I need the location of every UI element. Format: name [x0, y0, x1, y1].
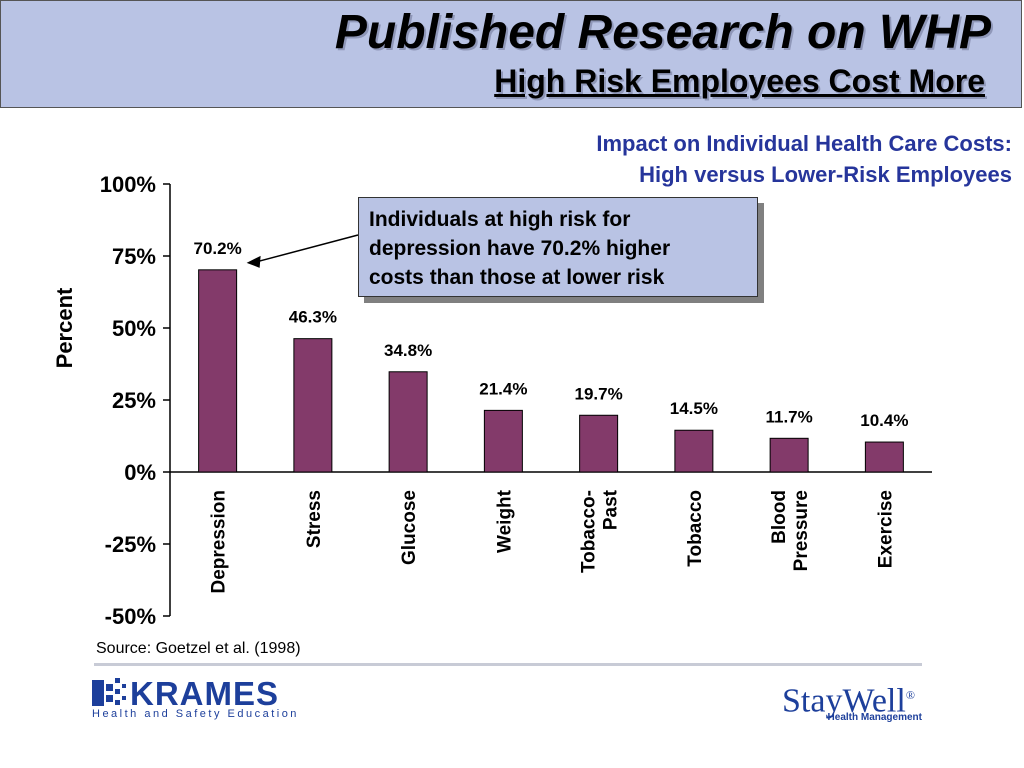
- callout-box: Individuals at high risk for depression …: [358, 197, 758, 297]
- y-axis-label: Percent: [52, 287, 77, 368]
- staywell-logo-name: StayWell: [782, 682, 906, 720]
- y-tick-label: 25%: [112, 388, 156, 413]
- krames-logo-tagline: Health and Safety Education: [92, 708, 299, 720]
- x-tick-label: Past: [601, 489, 622, 530]
- data-label: 14.5%: [670, 399, 718, 418]
- data-label: 70.2%: [194, 239, 242, 258]
- callout-line-2: depression have 70.2% higher: [369, 237, 671, 260]
- y-tick-label: 0%: [124, 460, 156, 485]
- source-note: Source: Goetzel et al. (1998): [96, 640, 301, 657]
- slide-header: Published Research on WHP High Risk Empl…: [0, 0, 1022, 108]
- chart-title-line-2: High versus Lower-Risk Employees: [639, 162, 1012, 187]
- x-tick-label: Stress: [304, 490, 325, 548]
- y-tick-label: 75%: [112, 244, 156, 269]
- bar: [483, 409, 523, 473]
- x-tick-label: Exercise: [875, 490, 896, 568]
- krames-logo-icon: [92, 678, 126, 706]
- bar: [864, 441, 904, 473]
- data-label: 19.7%: [575, 384, 623, 403]
- x-tick-label: Tobacco-: [579, 490, 600, 573]
- y-tick-label: 100%: [100, 172, 156, 197]
- y-tick-label: -25%: [105, 532, 156, 557]
- staywell-logo-tagline: Health Management: [827, 712, 922, 723]
- bar: [674, 429, 714, 473]
- bar: [198, 269, 238, 473]
- x-tick-label: Pressure: [791, 490, 812, 571]
- krames-logo: KRAMES Health and Safety Education: [92, 674, 296, 722]
- callout-line-1: Individuals at high risk for: [369, 208, 631, 231]
- staywell-logo: StayWell® Health Management: [782, 676, 932, 724]
- bar: [769, 437, 809, 473]
- bar-chart: 100% 75% 50% 25% 0% -25% -50% Percent 70.2% Depre…: [52, 172, 932, 629]
- callout-arrow-head: [246, 255, 261, 268]
- y-tick-label: 50%: [112, 316, 156, 341]
- x-tick-label: Glucose: [399, 490, 420, 565]
- data-label: 21.4%: [479, 379, 527, 398]
- slide-subtitle: High Risk Employees Cost More: [494, 63, 985, 99]
- data-label: 10.4%: [860, 411, 908, 430]
- data-label: 11.7%: [765, 407, 812, 426]
- y-tick-label: -50%: [105, 604, 156, 629]
- data-label: 34.8%: [384, 341, 432, 360]
- chart-title: Impact on Individual Health Care Costs: …: [596, 128, 1012, 190]
- callout-arrow-line: [256, 234, 359, 263]
- footer-divider: [94, 663, 922, 666]
- staywell-logo-mark: ®: [905, 688, 915, 702]
- x-tick-label: Depression: [209, 490, 230, 593]
- bar: [388, 371, 428, 473]
- x-tick-label: Blood: [769, 490, 790, 544]
- callout-line-3: costs than those at lower risk: [369, 266, 665, 289]
- chart-title-line-1: Impact on Individual Health Care Costs:: [596, 131, 1012, 156]
- slide-title: Published Research on WHP: [334, 6, 991, 59]
- bar: [579, 414, 619, 473]
- x-tick-label: Weight: [494, 489, 515, 553]
- staywell-logo-text: StayWell®: [782, 676, 915, 720]
- data-label: 46.3%: [289, 308, 337, 327]
- krames-logo-text: KRAMES: [130, 675, 280, 712]
- x-tick-label: Tobacco: [685, 490, 706, 567]
- bar: [293, 338, 333, 473]
